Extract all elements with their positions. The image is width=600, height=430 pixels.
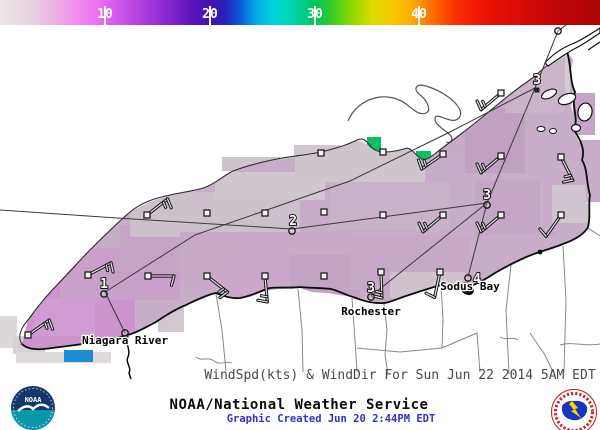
colorbar: 10 20 30 40 (0, 0, 600, 25)
station-square (497, 89, 505, 97)
lake-ontario-map: 1 2 3 3 3 4 Niagara River Rochester Sodus Bay (0, 21, 600, 380)
colorbar-tick-label: 40 (411, 7, 427, 22)
waypoint-marker (367, 293, 375, 301)
station-square (84, 271, 92, 279)
station-square (320, 272, 328, 280)
speed-cell (367, 137, 381, 151)
speed-cell (465, 108, 525, 173)
station-square (379, 148, 387, 156)
station-square (203, 272, 211, 280)
noaa-logo-text: NOAA (25, 396, 43, 404)
station-square (436, 268, 444, 276)
speed-cell (64, 350, 93, 362)
route-lines (0, 21, 571, 334)
route-line (104, 87, 536, 334)
colorbar-gradient (0, 0, 600, 25)
route-line (0, 202, 488, 230)
station-square (320, 208, 328, 216)
wind-barb (24, 318, 55, 339)
station-square (379, 211, 387, 219)
colorbar-tick-label: 10 (97, 7, 113, 22)
wind-barb (475, 152, 505, 175)
station-square (497, 211, 505, 219)
north-shoreline (19, 48, 567, 345)
waypoint-number: 3 (483, 188, 491, 203)
nws-logo-lightning (569, 401, 581, 418)
waypoint-marker (483, 201, 491, 209)
noaa-logo: NOAA (11, 386, 55, 430)
kingston-islands (536, 27, 600, 134)
place-label: Niagara River (82, 334, 168, 347)
station-square (143, 211, 151, 219)
wind-barb (416, 150, 447, 171)
speed-cell (495, 49, 555, 60)
colorbar-tick-label: 30 (307, 7, 323, 22)
agency-title: NOAA/National Weather Service (170, 397, 429, 413)
station-square (203, 209, 211, 217)
wind-barb (144, 272, 176, 287)
wind-stations (24, 89, 575, 339)
wind-barb (475, 211, 505, 234)
waypoint-number: 3 (533, 73, 541, 88)
place-label: Sodus Bay (440, 280, 500, 293)
route-waypoints: 1 2 3 3 3 4 (99, 27, 562, 337)
wind-barb (371, 268, 385, 300)
route-line (486, 21, 571, 204)
niagara-river (126, 335, 132, 380)
route-line (370, 202, 488, 297)
station-square (557, 153, 565, 161)
wind-barb (256, 272, 269, 304)
station-square (24, 331, 32, 339)
station-square (261, 272, 269, 280)
route-line (467, 202, 488, 278)
wind-barb (417, 211, 447, 234)
waypoint-number: 3 (367, 281, 375, 296)
speed-mosaic (18, 49, 590, 350)
waypoint-marker (554, 27, 562, 35)
colorbar-ticks: 10 20 30 40 (97, 6, 427, 25)
waypoint-marker (534, 87, 540, 93)
waypoint-marker (464, 274, 472, 282)
wind-barb (424, 268, 444, 300)
wind-barb (143, 197, 173, 219)
wind-barb (84, 261, 115, 279)
station-square (439, 150, 447, 158)
south-shoreline (21, 48, 591, 351)
station-square (317, 149, 325, 157)
place-label: Rochester (341, 305, 401, 318)
station-square (261, 209, 269, 217)
colorbar-tick-label: 20 (202, 7, 218, 22)
sodus-bay-water (460, 282, 474, 296)
speed-cell (35, 298, 95, 336)
station-square (377, 268, 385, 276)
station-square (557, 211, 565, 219)
county-boundaries (195, 227, 600, 375)
waypoint-number: 2 (289, 214, 297, 229)
speed-cell (0, 316, 17, 348)
wind-barb (538, 211, 565, 238)
waypoint-marker (121, 329, 129, 337)
oswego-dot (537, 249, 543, 255)
wind-barb (475, 89, 505, 112)
wind-barb (203, 272, 230, 300)
waypoint-marker (288, 227, 296, 235)
created-timestamp: Graphic Created Jun 20 2:44PM EDT (227, 413, 436, 425)
footer: WindSpd(kts) & WindDir For Sun Jun 22 20… (170, 368, 596, 425)
waypoint-marker (100, 290, 108, 298)
nws-logo (551, 389, 597, 430)
station-square (144, 272, 152, 280)
speed-cell (16, 352, 111, 363)
station-square (497, 152, 505, 160)
wind-barb (557, 153, 575, 184)
bay-of-quinte-outline (347, 84, 462, 144)
product-title: WindSpd(kts) & WindDir For Sun Jun 22 20… (204, 368, 596, 383)
waypoint-number: 1 (100, 277, 108, 292)
station-square (439, 211, 447, 219)
speed-cell (330, 182, 450, 230)
place-labels: Niagara River Rochester Sodus Bay (81, 279, 502, 349)
waypoint-number: 4 (473, 272, 481, 287)
